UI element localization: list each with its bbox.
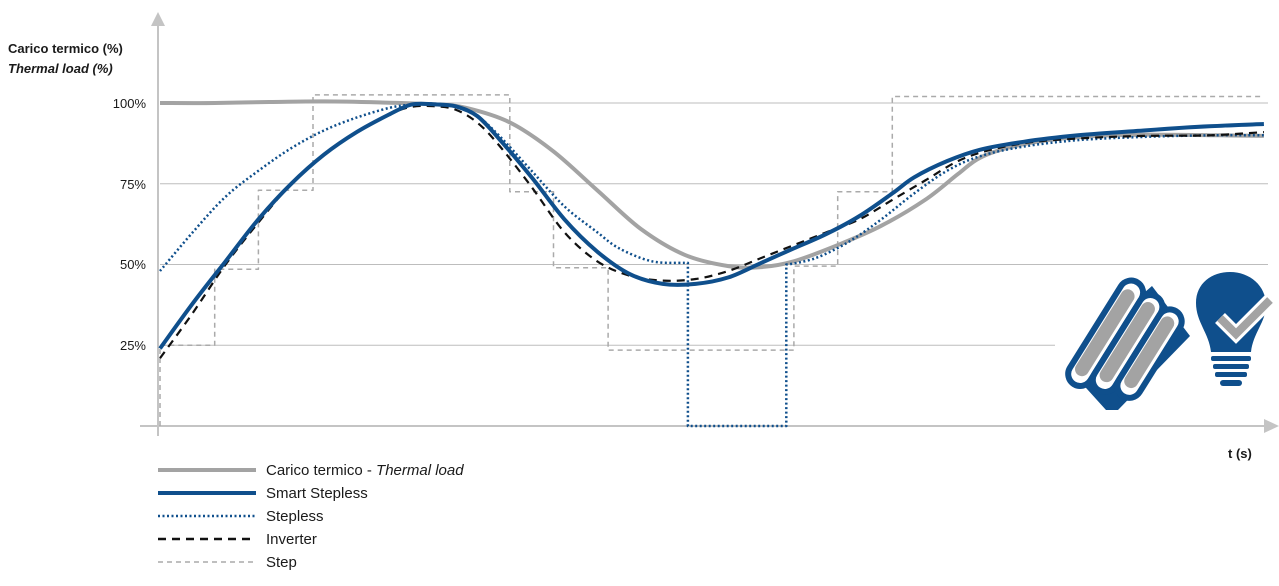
legend-label: Carico termico - Thermal load <box>266 462 464 479</box>
y-tick-label-100: 100% <box>112 96 146 111</box>
legend-label: Smart Stepless <box>266 485 368 502</box>
series-lines <box>158 94 1264 428</box>
legend-swatch-stepless <box>158 514 256 518</box>
y-axis-arrow <box>151 12 165 26</box>
x-axis-arrow <box>1264 419 1279 433</box>
legend-swatch-inverter <box>158 537 256 541</box>
legend-swatch-thermal-load <box>158 468 256 472</box>
legend-swatch-smart-stepless <box>158 491 256 495</box>
y-tick-label-50: 50% <box>119 257 146 272</box>
legend-item-inverter: Inverter <box>158 529 558 551</box>
legend-item-step: Step <box>158 552 558 574</box>
legend-label: Inverter <box>266 531 317 548</box>
y-tick-label-75: 75% <box>119 177 146 192</box>
icons <box>1065 272 1275 410</box>
series-line-carico-termico <box>159 99 1264 270</box>
axes <box>140 12 1279 436</box>
y-axis-title-en: Thermal load (%) <box>8 61 113 76</box>
y-tick-label-25: 25% <box>119 338 146 353</box>
x-axis-title: t (s) <box>1228 446 1252 461</box>
series-line-smart-stepless <box>158 101 1264 350</box>
legend-swatch-step <box>158 561 256 563</box>
radiator-icon <box>1065 277 1190 410</box>
legend-item-smart-stepless: Smart Stepless <box>158 483 558 505</box>
legend-label: Stepless <box>266 508 324 525</box>
y-axis-title: Carico termico (%) <box>8 41 123 56</box>
series-line-step <box>159 94 1264 426</box>
legend-item-stepless: Stepless <box>158 506 558 528</box>
legend-label: Step <box>266 554 297 571</box>
lightbulb-check-icon <box>1196 272 1275 386</box>
legend-item-thermal-load: Carico termico - Thermal load <box>158 460 558 482</box>
